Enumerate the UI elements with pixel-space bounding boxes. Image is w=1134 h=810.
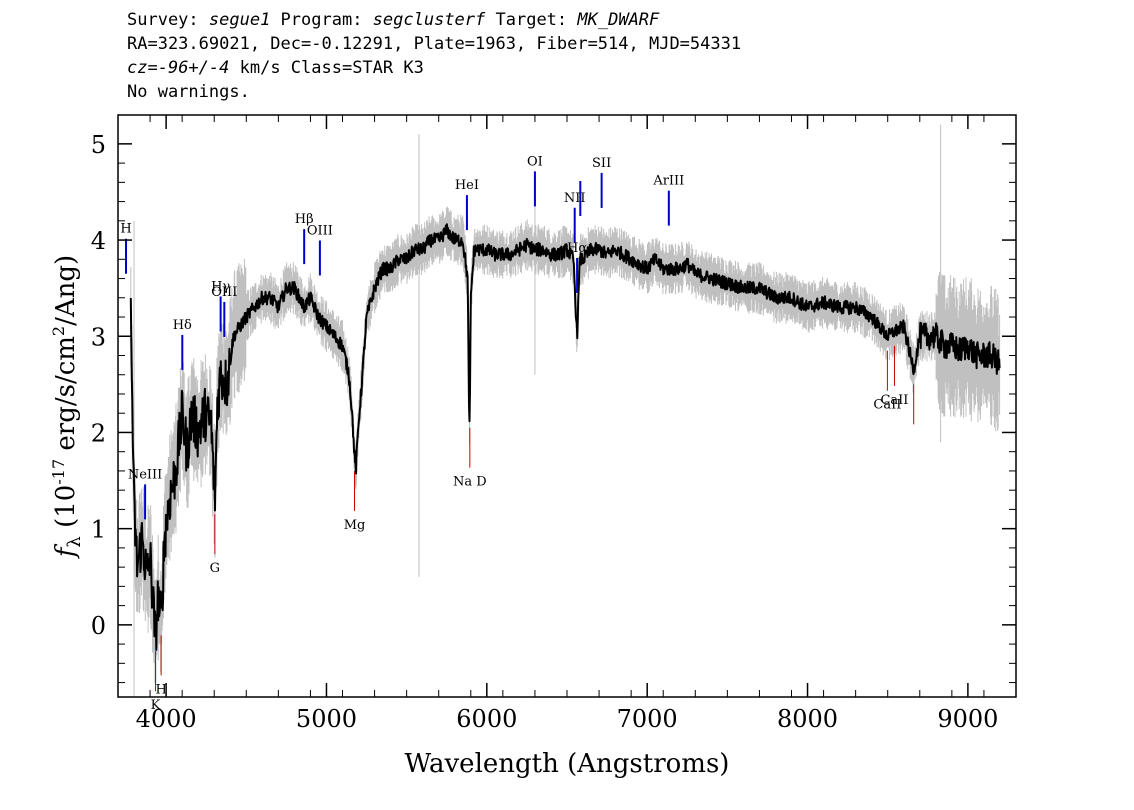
- y-label-part: -17: [49, 459, 68, 485]
- header-line-coordinates: RA=323.69021, Dec=-0.12291, Plate=1963, …: [127, 34, 742, 54]
- line-label-hei: HeI: [455, 178, 479, 193]
- line-label-hα: Hα: [567, 241, 587, 256]
- header-line-warnings: No warnings.: [127, 82, 250, 102]
- flux-line: [129, 223, 1001, 651]
- line-label-hδ: Hδ: [173, 318, 192, 333]
- line-label-sii: SII: [592, 156, 611, 171]
- line-label-oi: OI: [527, 154, 543, 169]
- y-tick-label: 4: [91, 227, 106, 255]
- line-label-neiii: NeIII: [128, 467, 162, 482]
- x-tick-label: 5000: [296, 705, 357, 733]
- line-label-ariii: ArIII: [652, 174, 684, 189]
- x-tick-label: 8000: [777, 705, 838, 733]
- x-tick-label: 7000: [617, 705, 678, 733]
- cz-label: cz=: [127, 58, 158, 78]
- line-label-caii: CaII: [873, 398, 901, 413]
- line-label-mg: Mg: [344, 518, 366, 533]
- y-tick-label: 5: [91, 131, 106, 159]
- line-label-hβ: Hβ: [295, 212, 314, 227]
- y-label-part: /Ang): [51, 255, 81, 326]
- line-label-oiii: OIII: [211, 285, 237, 300]
- y-tick-label: 2: [91, 419, 106, 447]
- line-label-oiii: OIII: [307, 223, 333, 238]
- target-label: Target:: [485, 10, 578, 30]
- y-axis-label: fλ (10-17 erg/s/cm2/Ang): [49, 255, 85, 559]
- survey-label: Survey:: [127, 10, 209, 30]
- spectral-line-markers: HNeIIIHδHγOIIIHβOIIIHeIOINIIHαSIIArIIIKH…: [120, 154, 915, 713]
- y-label-part: λ: [64, 536, 85, 547]
- x-tick-label: 9000: [937, 705, 998, 733]
- survey-value: segue1: [208, 10, 271, 30]
- y-tick-label: 0: [91, 612, 106, 640]
- header-line-survey: Survey: segue1 Program: segclusterf Targ…: [127, 8, 1027, 32]
- y-label-part: erg/s/cm: [51, 336, 81, 459]
- line-label-nii: NII: [564, 191, 586, 206]
- line-label-na-d: Na D: [453, 475, 487, 490]
- line-label-k: K: [151, 698, 161, 713]
- spectrum-header: Survey: segue1 Program: segclusterf Targ…: [127, 8, 1027, 104]
- line-label-h: H: [155, 682, 166, 697]
- y-tick-label: 1: [91, 516, 106, 544]
- line-label-g: G: [210, 561, 220, 576]
- axis-ticks: 4000 5000 6000 7000 8000 9000 0 1 2 3 4 5: [91, 115, 1017, 733]
- target-value: MK_DWARF: [577, 10, 660, 30]
- line-label-caii: CaII: [880, 393, 908, 408]
- y-label-part: (10: [51, 485, 81, 537]
- x-axis-label: Wavelength (Angstroms): [405, 749, 730, 779]
- program-label: Program:: [270, 10, 373, 30]
- flux-series: [129, 223, 1001, 651]
- error-band: [130, 124, 1001, 697]
- line-label-hγ: Hγ: [211, 279, 230, 294]
- header-line-redshift: cz=-96+/-4 km/s Class=STAR K3: [127, 56, 1027, 80]
- y-tick-label: 3: [91, 323, 106, 351]
- error-band-path: [130, 206, 1001, 684]
- class-label: km/s Class=STAR K3: [229, 58, 424, 78]
- x-tick-label: 6000: [456, 705, 517, 733]
- cz-value: -96+/-4: [157, 58, 230, 78]
- y-label-part: 2: [49, 326, 68, 336]
- x-tick-label: 4000: [136, 705, 197, 733]
- line-label-h: H: [120, 222, 131, 237]
- program-value: segclusterf: [372, 10, 486, 30]
